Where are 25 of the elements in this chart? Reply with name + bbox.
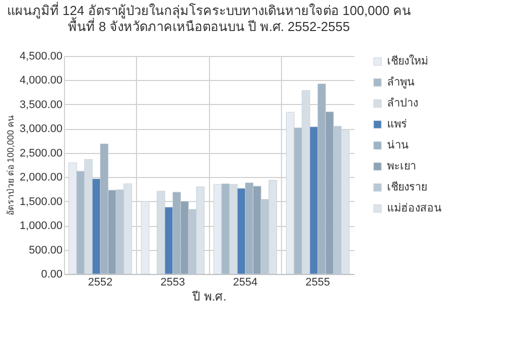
legend-label: เชียงใหม่ — [387, 54, 428, 68]
y-tick-label: 2,500.00 — [20, 147, 62, 160]
legend-label: เชียงราย — [387, 180, 427, 194]
x-axis-title: ปี พ.ศ. — [191, 290, 227, 304]
y-tick-label: 1,000.00 — [20, 220, 62, 232]
legend-label: ลำพูน — [387, 76, 415, 88]
x-tick-label: 2554 — [233, 276, 258, 288]
legend-label: น่าน — [387, 140, 409, 152]
y-tick-label: 500.00 — [28, 244, 62, 256]
y-tick-label: 0.00 — [41, 268, 62, 280]
x-tick-label: 2555 — [306, 276, 330, 288]
y-tick-label: 2,000.00 — [20, 172, 62, 184]
legend-label: ลำปาง — [387, 98, 418, 110]
y-tick-label: 4,000.00 — [20, 74, 62, 87]
y-tick-label: 3,500.00 — [20, 98, 62, 111]
x-tick-label: 2552 — [88, 276, 112, 288]
chart-subtitle: พื้นที่ 8 จังหวัดภาคเหนือตอนบน ปี พ.ศ. 2552-2555 — [68, 17, 350, 34]
y-tick-label: 4,500.00 — [20, 50, 62, 62]
y-tick-label: 1,500.00 — [20, 196, 62, 208]
y-axis-title: อัตราป่วย ต่อ 100,000 คน — [6, 115, 16, 216]
y-tick-label: 3,000.00 — [20, 123, 62, 136]
legend-label: แพร่ — [387, 118, 407, 130]
x-tick-label: 2553 — [160, 276, 185, 288]
legend-label: แม่ฮ่องสอน — [387, 202, 442, 214]
legend-label: พะเยา — [387, 160, 416, 172]
